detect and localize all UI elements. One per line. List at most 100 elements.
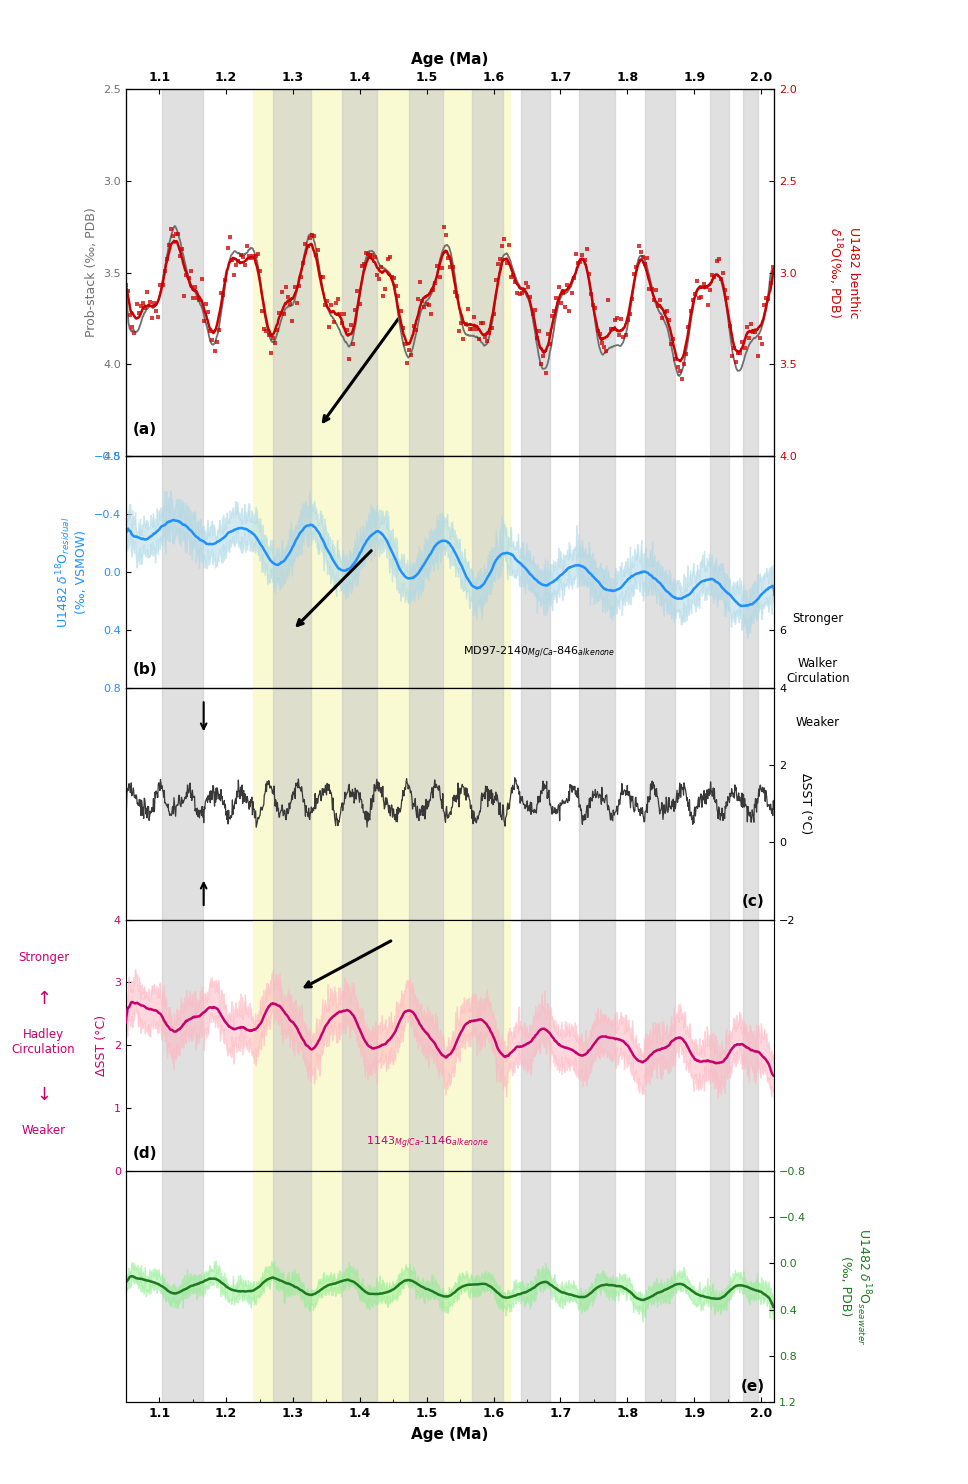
Point (516, 279, 531, 303)
Point (148, 298, 164, 322)
Bar (471, 89, 503, 456)
Point (281, 285, 296, 309)
Point (265, 326, 281, 350)
Point (469, 318, 484, 341)
Point (332, 303, 348, 326)
Point (579, 237, 594, 261)
Point (378, 276, 393, 300)
Point (274, 279, 289, 303)
Point (521, 275, 536, 298)
Y-axis label: U1482 $\delta^{18}$O$_{residual}$
(‰, VSMOW): U1482 $\delta^{18}$O$_{residual}$ (‰, VS… (54, 516, 88, 628)
Point (414, 289, 430, 313)
Point (740, 315, 755, 338)
Point (631, 234, 647, 258)
Point (367, 245, 382, 269)
Bar (343, 687, 377, 920)
Point (349, 279, 365, 303)
Bar (521, 920, 551, 1171)
Point (442, 255, 458, 279)
Point (136, 291, 151, 315)
Point (406, 315, 421, 338)
Bar (579, 456, 615, 687)
Point (222, 226, 237, 249)
Point (560, 273, 575, 297)
Point (672, 359, 687, 383)
Point (458, 313, 473, 337)
Point (416, 295, 432, 319)
Point (691, 286, 707, 310)
Point (209, 331, 225, 355)
Point (703, 279, 718, 303)
Point (253, 260, 268, 283)
Point (668, 347, 683, 371)
Point (298, 233, 314, 257)
Point (276, 303, 291, 326)
Point (176, 283, 192, 307)
Bar (521, 456, 551, 687)
Point (577, 248, 592, 272)
Point (230, 249, 246, 273)
Point (495, 234, 510, 258)
Point (137, 295, 153, 319)
Point (551, 275, 566, 298)
Point (759, 286, 774, 310)
Point (267, 331, 283, 355)
Point (501, 233, 517, 257)
X-axis label: Age (Ma): Age (Ma) (411, 52, 489, 67)
Point (465, 318, 480, 341)
Text: ↑: ↑ (36, 990, 51, 1008)
Point (598, 338, 614, 362)
Point (682, 300, 698, 324)
Point (600, 288, 616, 312)
Point (400, 350, 415, 374)
Point (239, 234, 255, 258)
Bar (253, 1171, 510, 1402)
Point (172, 243, 188, 267)
Point (456, 328, 471, 352)
Point (467, 306, 482, 329)
Point (386, 266, 402, 289)
Point (754, 332, 770, 356)
Point (246, 245, 261, 269)
Point (709, 249, 724, 273)
Point (354, 254, 370, 278)
Point (166, 224, 181, 248)
Point (204, 328, 220, 352)
Point (663, 332, 679, 356)
Point (430, 254, 445, 278)
Point (185, 286, 200, 310)
Point (629, 255, 645, 279)
Text: (e): (e) (741, 1379, 765, 1393)
Point (211, 319, 227, 343)
Text: Weaker: Weaker (796, 717, 840, 729)
Point (644, 278, 659, 301)
Bar (471, 920, 503, 1171)
Point (304, 223, 319, 246)
Bar (645, 89, 675, 456)
Bar (162, 687, 202, 920)
Point (581, 263, 596, 286)
Point (174, 237, 190, 261)
Point (295, 251, 311, 275)
X-axis label: Age (Ma): Age (Ma) (411, 1428, 489, 1442)
Point (258, 319, 274, 343)
Point (649, 279, 664, 303)
Bar (743, 920, 758, 1171)
Point (620, 309, 636, 332)
Point (728, 350, 743, 374)
Point (752, 326, 768, 350)
Point (408, 318, 424, 341)
Point (475, 310, 491, 334)
Point (122, 303, 137, 326)
Bar (273, 1171, 311, 1402)
Point (309, 243, 324, 267)
Bar (711, 1171, 729, 1402)
Point (393, 300, 408, 324)
Point (547, 300, 562, 324)
Point (590, 319, 605, 343)
Point (410, 288, 426, 312)
Point (151, 304, 166, 328)
Bar (711, 687, 729, 920)
Y-axis label: ΔSST (°C): ΔSST (°C) (800, 773, 812, 834)
Point (311, 239, 326, 263)
